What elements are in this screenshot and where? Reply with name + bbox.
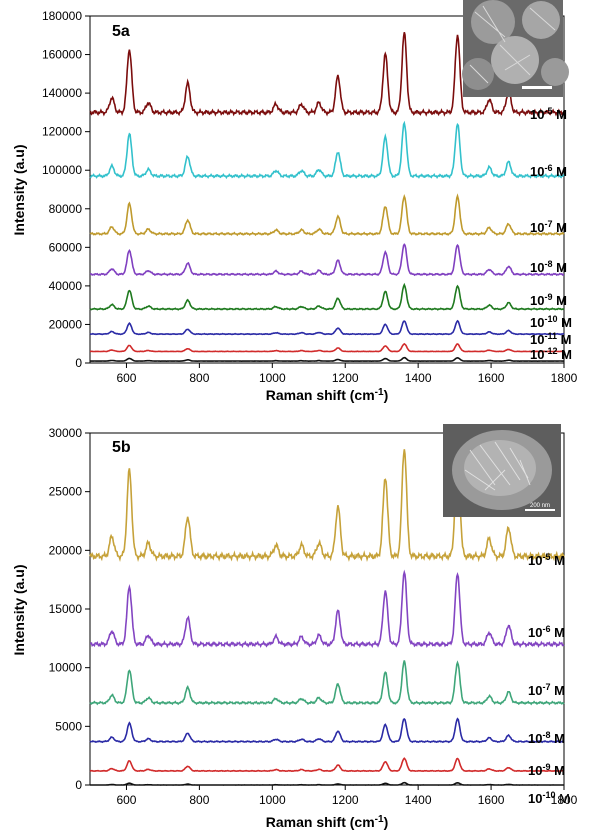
x-axis-title-5b: Raman shift (cm-1) xyxy=(266,814,389,831)
concentration-label: 10-9 M xyxy=(528,762,565,778)
series-line-10-5-M xyxy=(89,447,565,563)
series-line-10-11-M xyxy=(89,342,565,353)
x-tick-label: 1200 xyxy=(332,793,359,807)
y-tick-label: 30000 xyxy=(49,426,83,440)
y-tick-label: 0 xyxy=(75,356,82,370)
concentration-label: 10-10 M xyxy=(530,314,572,330)
y-tick-label: 160000 xyxy=(42,48,82,62)
y-tick-label: 25000 xyxy=(49,485,83,499)
y-axis-5b: 0 5000 10000 15000 20000 25000 30000 xyxy=(49,426,90,792)
y-axis-5a: 0 20000 40000 60000 80000 100000 120000 140000 1… xyxy=(42,9,90,370)
x-tick-label: 1800 xyxy=(551,371,578,385)
y-axis-title-5b: Intensity (a.u) xyxy=(11,564,27,655)
y-axis-title-5a: Intensity (a.u) xyxy=(11,144,27,235)
y-tick-label: 60000 xyxy=(49,240,83,254)
x-tick-label: 1200 xyxy=(332,371,359,385)
series-line-10-9-M xyxy=(89,282,565,311)
concentration-label: 10-6 M xyxy=(530,163,567,179)
x-tick-label: 800 xyxy=(189,793,209,807)
concentration-label: 10-12 M xyxy=(530,346,572,362)
y-tick-label: 0 xyxy=(75,778,82,792)
y-tick-label: 80000 xyxy=(49,202,83,216)
concentration-label: 10-7 M xyxy=(530,219,567,235)
series-line-10-6-M xyxy=(89,120,565,180)
series-line-10-5-M xyxy=(89,31,565,117)
panel-label-5a: 5a xyxy=(112,23,130,40)
x-tick-label: 1400 xyxy=(405,371,432,385)
x-tick-label: 1600 xyxy=(478,793,505,807)
panel-label-5b: 5b xyxy=(112,439,131,456)
y-tick-label: 180000 xyxy=(42,9,82,23)
x-axis-5a: 600 800 1000 1200 1400 1600 1800 xyxy=(116,363,578,385)
concentration-labels-5b: 10-5 M 10-6 M 10-7 M 10-8 M 10-9 M 10-10 M xyxy=(528,552,570,806)
concentration-label: 10-8 M xyxy=(530,259,567,275)
x-tick-label: 800 xyxy=(189,371,209,385)
y-tick-label: 40000 xyxy=(49,279,83,293)
x-tick-label: 1600 xyxy=(478,371,505,385)
x-tick-label: 1800 xyxy=(551,793,578,807)
y-tick-label: 20000 xyxy=(49,317,83,331)
x-tick-label: 600 xyxy=(116,371,136,385)
series-group-5b xyxy=(89,447,565,786)
series-line-10-9-M xyxy=(89,757,565,773)
y-tick-label: 20000 xyxy=(49,543,83,557)
y-tick-label: 5000 xyxy=(55,719,82,733)
concentration-label: 10-6 M xyxy=(528,624,565,640)
x-tick-label: 600 xyxy=(116,793,136,807)
series-group-5a xyxy=(89,31,565,363)
y-tick-label: 10000 xyxy=(49,661,83,675)
sem-inset-image-5a xyxy=(462,0,569,97)
concentration-label: 10-11 M xyxy=(530,331,571,347)
x-tick-label: 1000 xyxy=(259,793,286,807)
y-tick-label: 100000 xyxy=(42,163,82,177)
x-axis-5b: 600 800 1000 1200 1400 1600 1800 xyxy=(116,785,578,807)
x-tick-label: 1000 xyxy=(259,371,286,385)
y-tick-label: 140000 xyxy=(42,86,82,100)
sem-inset-image-5b: 200 nm xyxy=(443,424,561,517)
series-line-10-8-M xyxy=(89,243,564,277)
concentration-label: 10-5 M xyxy=(528,552,565,568)
concentration-label: 10-10 M xyxy=(528,790,570,806)
x-tick-label: 1400 xyxy=(405,793,432,807)
chart-panel-5a: 0 20000 40000 60000 80000 100000 120000 140000 1… xyxy=(11,0,578,403)
y-tick-label: 120000 xyxy=(42,125,82,139)
concentration-label: 10-5 M xyxy=(530,106,567,122)
concentration-label: 10-9 M xyxy=(530,292,567,308)
series-line-10-10-M xyxy=(89,319,565,336)
chart-panel-5b: 0 5000 10000 15000 20000 25000 30000 600 800 100… xyxy=(11,424,578,830)
series-line-10-6-M xyxy=(90,569,565,649)
series-line-10-7-M xyxy=(89,660,565,706)
x-axis-title-5a: Raman shift (cm-1) xyxy=(266,387,389,404)
concentration-label: 10-7 M xyxy=(528,682,565,698)
series-line-10-12-M xyxy=(89,356,564,363)
concentration-labels-5a: 10-5 M10-6 M10-7 M10-8 M10-9 M10-10 M10-… xyxy=(530,106,572,362)
y-tick-label: 15000 xyxy=(49,602,83,616)
concentration-label: 10-8 M xyxy=(528,730,565,746)
series-line-10-10-M xyxy=(90,781,564,786)
plot-frame-5a xyxy=(89,15,565,364)
series-line-10-8-M xyxy=(89,717,565,744)
inset-scale-label: 200 nm xyxy=(530,503,550,509)
series-line-10-7-M xyxy=(89,193,565,237)
